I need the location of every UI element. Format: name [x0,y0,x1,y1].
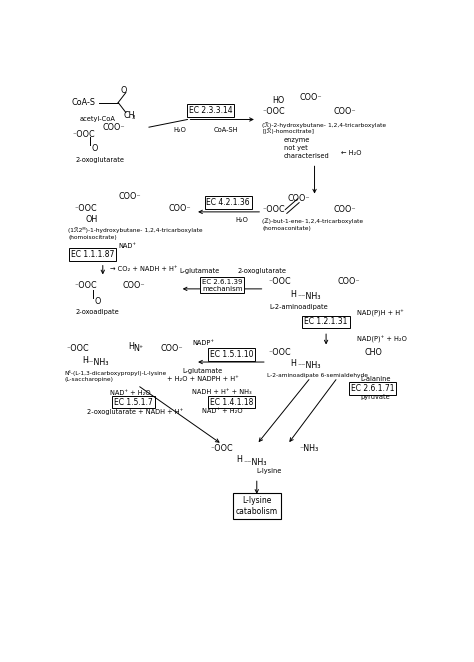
Text: NADH + H⁺ + NH₃: NADH + H⁺ + NH₃ [192,389,252,395]
Text: ⁻OOC: ⁻OOC [66,344,89,354]
Text: NAD⁺ + H₂O: NAD⁺ + H₂O [110,390,151,396]
Text: H: H [128,342,134,351]
Text: acetyl-CoA: acetyl-CoA [80,117,116,122]
Text: O: O [91,144,98,153]
Text: EC 1.5.1.10: EC 1.5.1.10 [210,350,253,359]
Text: CoA-SH: CoA-SH [214,127,238,133]
Text: ← H₂O: ← H₂O [341,150,362,156]
Text: 2-oxoglutarate: 2-oxoglutarate [237,268,287,274]
Text: COO⁻: COO⁻ [337,277,360,286]
Text: N⁺: N⁺ [134,344,144,354]
Text: not yet: not yet [284,145,308,151]
Text: NAD⁺: NAD⁺ [118,243,136,249]
Text: L-2-aminoadipate: L-2-aminoadipate [270,304,328,310]
Text: ⁻OOC: ⁻OOC [268,277,291,286]
Text: 3: 3 [132,115,136,120]
Text: COO⁻: COO⁻ [168,203,191,213]
Text: EC 2.6.1.39
mechanism: EC 2.6.1.39 mechanism [202,279,242,291]
Text: COO⁻: COO⁻ [288,194,310,203]
Text: CH: CH [124,111,135,120]
Text: enzyme: enzyme [284,137,310,143]
Text: ⁻⁻NH₃: ⁻⁻NH₃ [298,361,321,370]
Text: OH: OH [85,215,97,224]
Text: ⁻OOC: ⁻OOC [262,205,285,214]
Text: (ℤ)-but-1-ene- 1,2,4-tricarboxylate: (ℤ)-but-1-ene- 1,2,4-tricarboxylate [262,218,363,224]
Text: (L-saccharopine): (L-saccharopine) [64,377,113,382]
Text: EC 2.6.1.71: EC 2.6.1.71 [351,384,394,393]
Text: → CO₂ + NADH + H⁺: → CO₂ + NADH + H⁺ [110,266,178,272]
Text: H: H [82,356,88,365]
Text: CoA-S: CoA-S [72,98,96,107]
Text: NAD⁺ + H₂O: NAD⁺ + H₂O [202,408,242,414]
Text: 2-oxoglutarate: 2-oxoglutarate [76,156,125,162]
Text: COO⁻: COO⁻ [334,107,356,117]
Text: ⁻⁻NH₃: ⁻⁻NH₃ [298,292,321,301]
Text: O: O [94,297,100,307]
Text: H: H [290,290,296,299]
Text: COO⁻: COO⁻ [299,93,322,103]
Text: ⁻OOC: ⁻OOC [268,348,291,357]
Text: pyruvate: pyruvate [361,394,391,400]
Text: NAD(P)H + H⁺: NAD(P)H + H⁺ [357,310,404,317]
Text: COO⁻: COO⁻ [334,205,356,214]
Text: COO⁻: COO⁻ [118,192,141,201]
Text: H: H [290,359,296,368]
Text: + H₂O + NADPH + H⁺: + H₂O + NADPH + H⁺ [167,376,239,382]
Text: 2-oxoglutarate + NADH + H⁺: 2-oxoglutarate + NADH + H⁺ [87,408,183,414]
Text: COO⁻: COO⁻ [122,281,145,289]
Text: L-lysine: L-lysine [257,469,282,475]
Text: ⁻OOC: ⁻OOC [74,281,97,289]
Text: H: H [236,455,242,464]
Text: N⁶-(L-1,3-dicarboxypropyl)-L-lysine: N⁶-(L-1,3-dicarboxypropyl)-L-lysine [64,370,166,376]
Text: (homoaconitate): (homoaconitate) [262,226,311,230]
Text: EC 1.4.1.18: EC 1.4.1.18 [210,398,253,406]
Text: ⁻OOC: ⁻OOC [72,130,95,140]
Text: ⁻⁻NH₃: ⁻⁻NH₃ [86,358,109,367]
Text: EC 2.3.3.14: EC 2.3.3.14 [189,106,232,115]
Text: EC 4.2.1.36: EC 4.2.1.36 [207,198,250,207]
Text: L-alanine: L-alanine [361,376,391,382]
Text: CHO: CHO [365,348,383,357]
Text: ⁻OOC: ⁻OOC [210,444,233,453]
Text: HO: HO [272,96,284,105]
Text: H₂O: H₂O [173,127,186,133]
Text: L-2-aminoadipate 6-semialdehyde: L-2-aminoadipate 6-semialdehyde [267,373,368,379]
Text: COO⁻: COO⁻ [103,122,126,132]
Text: L-lysine
catabolism: L-lysine catabolism [236,496,278,516]
Text: O: O [120,85,127,95]
Text: EC 1.5.1.7: EC 1.5.1.7 [114,398,153,406]
Text: COO⁻: COO⁻ [161,344,183,354]
Text: H₂O: H₂O [235,216,248,222]
Text: characterised: characterised [284,153,329,159]
Text: ⁻NH₃: ⁻NH₃ [299,444,319,453]
Text: NADP⁺: NADP⁺ [192,340,214,346]
Text: [(ℛ)-homocitrate]: [(ℛ)-homocitrate] [262,128,314,134]
Text: (ℛ)-2-hydroxybutane-  1,2,4-tricarboxylate: (ℛ)-2-hydroxybutane- 1,2,4-tricarboxylat… [262,122,386,128]
Text: 2-oxoadipate: 2-oxoadipate [76,309,119,315]
Text: EC 1.2.1.31: EC 1.2.1.31 [304,318,348,326]
Text: L-glutamate: L-glutamate [183,368,223,374]
Text: ⁻OOC: ⁻OOC [262,107,285,117]
Text: (homoisocitrate): (homoisocitrate) [68,235,117,240]
Text: L-glutamate: L-glutamate [180,268,220,274]
Text: ⁻OOC: ⁻OOC [74,203,97,213]
Text: (1ℛ2ᴹ)-1-hydroxybutane-  1,2,4-tricarboxylate: (1ℛ2ᴹ)-1-hydroxybutane- 1,2,4-tricarboxy… [68,227,203,234]
Text: EC 1.1.1.87: EC 1.1.1.87 [71,250,114,259]
Text: ⁻⁻NH₃: ⁻⁻NH₃ [244,457,267,467]
Text: NAD(P)⁺ + H₂O: NAD(P)⁺ + H₂O [357,336,407,342]
